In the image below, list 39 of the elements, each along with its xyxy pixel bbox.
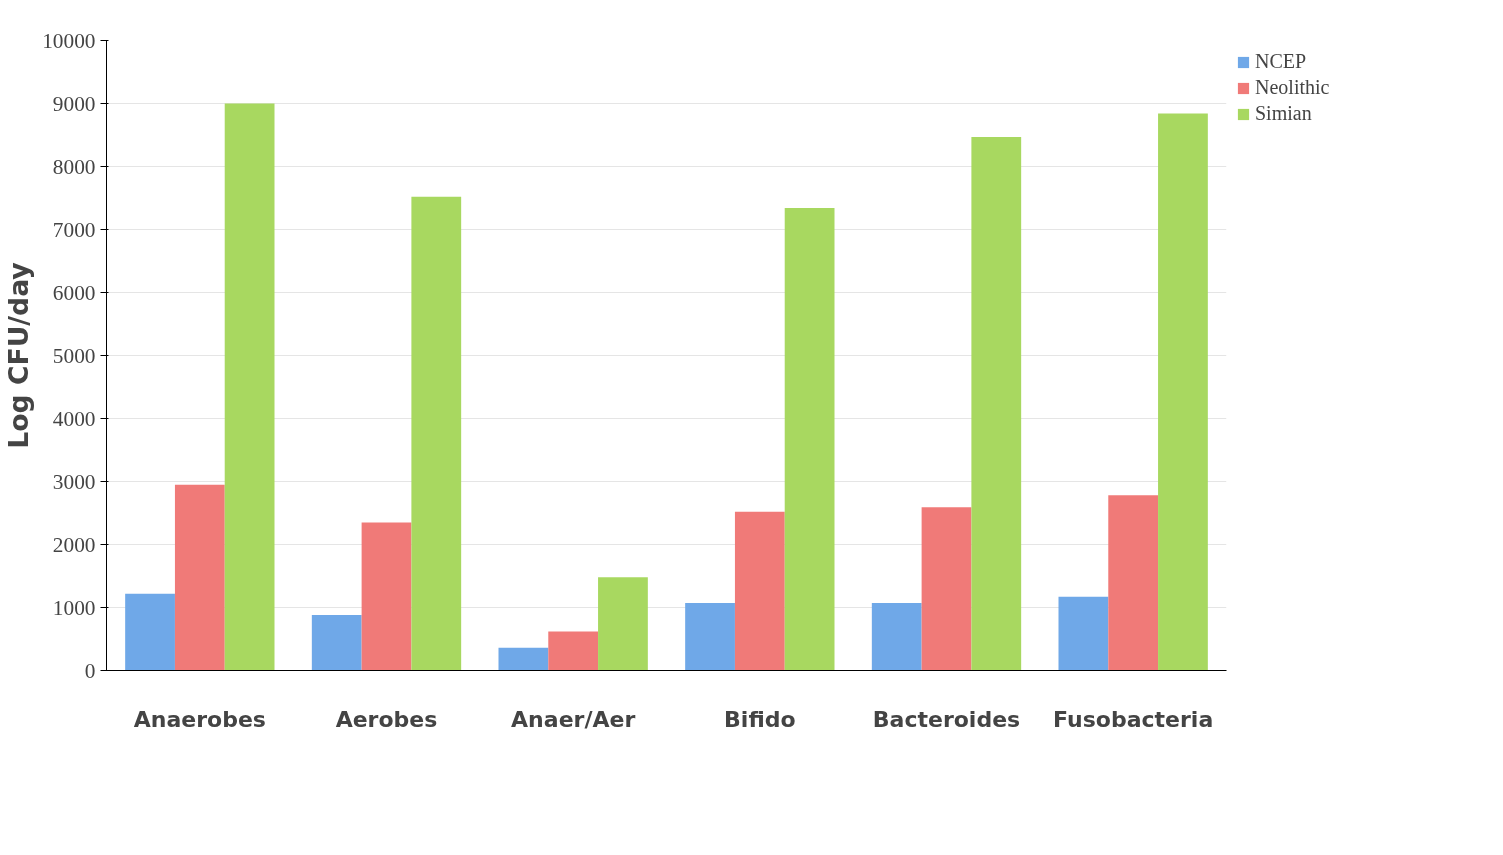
bar [498,647,549,671]
bar [174,484,225,671]
bar [921,507,972,671]
bar [1058,596,1109,671]
bar [311,615,362,671]
x-tick-label: Fusobacteria [1053,706,1214,732]
y-tick-label: 8000 [52,154,96,179]
bar [125,593,175,671]
bar [598,577,648,671]
bar [411,196,462,671]
x-tick-label: Anaer/Aer [511,706,636,732]
y-tick-label: 7000 [52,217,96,242]
bar [1108,495,1159,671]
bar [685,603,735,671]
y-tick-label: 10000 [42,28,96,53]
bar [548,631,599,671]
bar [871,603,922,671]
x-tick-label: Bifido [724,706,796,732]
y-tick-label: 9000 [52,91,96,116]
y-tick-label: 6000 [52,280,96,305]
bar [784,208,835,671]
legend-label: Neolithic [1255,76,1331,99]
bar [224,103,275,671]
x-tick-label: Anaerobes [133,706,266,732]
x-tick-label: Aerobes [335,706,438,732]
bar [1158,113,1208,671]
y-tick-label: 4000 [52,406,96,431]
y-axis-title: Log CFU/day [3,262,35,449]
bar [361,522,412,671]
y-tick-label: 0 [84,658,96,683]
y-tick-label: 5000 [52,343,96,368]
y-tick-label: 1000 [52,595,96,620]
bar [734,511,785,671]
legend-label: Simian [1255,102,1313,125]
bar [971,136,1022,671]
y-tick-label: 2000 [52,532,96,557]
legend-label: NCEP [1255,50,1308,73]
y-tick-label: 3000 [52,469,96,494]
x-tick-label: Bacteroides [872,706,1021,732]
